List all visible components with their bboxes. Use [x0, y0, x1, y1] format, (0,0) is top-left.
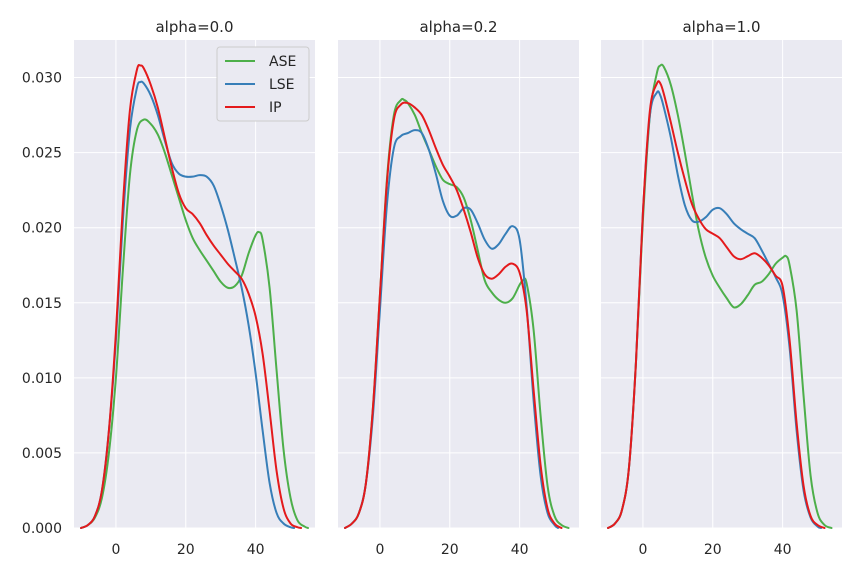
panel-1: alpha=0.0 0 20 40 0.000 0.005 0.010 0.015 0.020 0… — [22, 18, 315, 558]
panel-title: alpha=1.0 — [682, 18, 760, 36]
x-tick-label: 40 — [247, 542, 265, 558]
x-tick-label: 20 — [177, 542, 195, 558]
x-tick-label: 20 — [704, 542, 722, 558]
x-tick-label: 40 — [511, 542, 529, 558]
x-tick-label: 20 — [441, 542, 459, 558]
series-ip-line — [606, 80, 826, 529]
series-ip-line — [79, 64, 303, 529]
y-tick-label: 0.015 — [22, 296, 62, 312]
y-tick-label: 0.020 — [22, 221, 62, 237]
y-tick-label: 0.030 — [22, 71, 62, 87]
series-ase-line — [79, 118, 310, 529]
panel-2: alpha=0.2 0 20 40 — [338, 18, 579, 558]
panel-title: alpha=0.0 — [155, 18, 233, 36]
x-tick-label: 0 — [111, 542, 120, 558]
y-tick-label: 0.010 — [22, 371, 62, 387]
legend-label-lse: LSE — [269, 77, 295, 93]
x-tick-label: 40 — [774, 542, 792, 558]
y-tick-label: 0.000 — [22, 521, 62, 537]
series-ip-line — [343, 101, 563, 529]
panel-title: alpha=0.2 — [419, 18, 497, 36]
panel-background — [338, 40, 579, 528]
y-tick-label: 0.025 — [22, 146, 62, 162]
legend-label-ase: ASE — [269, 54, 296, 70]
y-tick-label: 0.005 — [22, 446, 62, 462]
panel-background — [601, 40, 842, 528]
legend-box — [216, 46, 310, 122]
x-tick-label: 0 — [638, 542, 647, 558]
legend: ASE LSE IP — [216, 46, 310, 122]
legend-label-ip: IP — [269, 100, 282, 116]
panel-3: alpha=1.0 0 20 40 — [601, 18, 842, 558]
x-tick-label: 0 — [375, 542, 384, 558]
